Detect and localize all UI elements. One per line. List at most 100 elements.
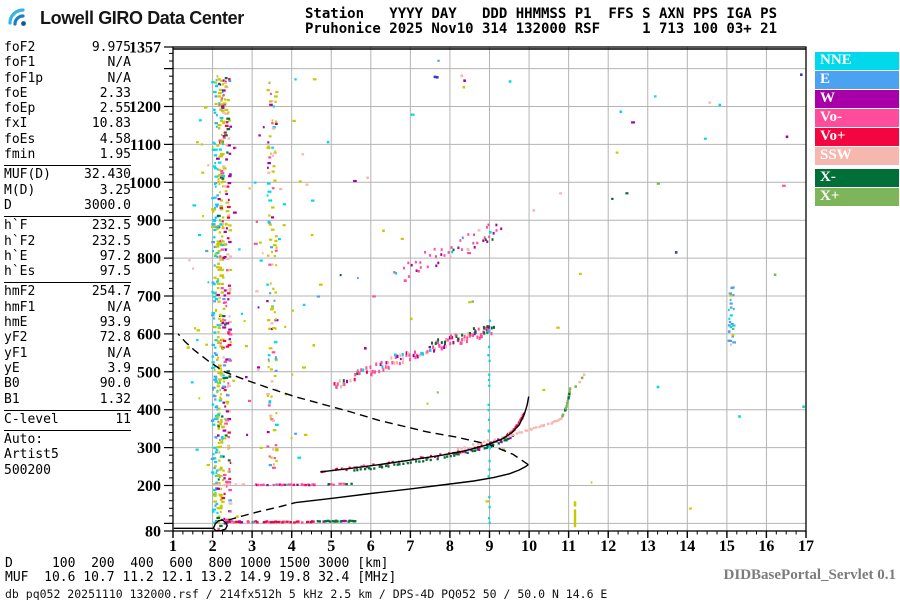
svg-text:12: 12 (600, 538, 616, 555)
param-value: 97.5 (99, 264, 131, 280)
legend-item-x: X+ (815, 188, 899, 206)
svg-text:16: 16 (758, 538, 774, 555)
svg-text:8: 8 (446, 538, 454, 555)
param-group: Auto: Artist5 500200 (4, 430, 131, 481)
param-row: yE 3.9 (4, 361, 131, 376)
param-row: yF2 72.8 (4, 330, 131, 345)
param-row: h`F 232.5 (4, 218, 131, 233)
param-value: 93.9 (99, 315, 131, 331)
svg-text:1357: 1357 (129, 40, 161, 57)
param-label: yE (4, 360, 20, 376)
svg-text:9: 9 (486, 538, 494, 555)
param-row: foE 2.33 (4, 86, 131, 101)
param-label: Auto: (4, 432, 44, 448)
param-row: fmin 1.95 (4, 147, 131, 162)
param-row: MUF(D) 32.430 (4, 167, 131, 182)
legend-item-e: E (815, 71, 899, 89)
file-info-line: db pq052 20251110 132000.rsf / 214fx512h… (5, 587, 608, 600)
param-value: 4.58 (99, 131, 131, 147)
legend-item-ssw: SSW (815, 147, 899, 165)
param-value: 232.5 (91, 218, 131, 234)
param-row: hmF2 254.7 (4, 284, 131, 299)
legend-label: X+ (820, 188, 840, 204)
param-label: hmF1 (4, 299, 36, 315)
param-row: hmE 93.9 (4, 315, 131, 330)
svg-text:800: 800 (137, 251, 161, 268)
param-row: D 3000.0 (4, 198, 131, 213)
legend-label: NNE (820, 52, 852, 68)
svg-text:13: 13 (640, 538, 656, 555)
param-row: Artist5 (4, 447, 131, 462)
legend-label: Vo+ (820, 128, 846, 144)
param-row: fxI 10.83 (4, 116, 131, 131)
param-label: fmin (4, 147, 36, 163)
legend-item-vo: Vo- (815, 109, 899, 127)
param-value: 11 (115, 411, 131, 427)
distance-row: D 100 200 400 600 800 1000 1500 3000 [km… (5, 556, 389, 571)
param-value: 254.7 (91, 284, 131, 300)
legend-label: E (820, 71, 831, 87)
servlet-version-label: DIDBasePortal_Servlet 0.1 (723, 567, 896, 583)
param-row: foF2 9.975 (4, 40, 131, 55)
param-label: foEp (4, 101, 36, 117)
characteristics-panel: foF2 9.975 foF1 N/A foF1p N/A foE 2.33 foEp 2.55 f… (4, 39, 131, 481)
param-value: 1.95 (99, 147, 131, 163)
legend-label: Vo- (820, 109, 842, 125)
svg-text:1100: 1100 (130, 137, 161, 154)
svg-text:3: 3 (248, 538, 256, 555)
param-label: h`F (4, 218, 28, 234)
param-label: M(D) (4, 182, 36, 198)
legend-label: X- (820, 169, 836, 185)
param-label: h`Es (4, 264, 36, 280)
giro-logo: Lowell GIRO Data Center (8, 6, 244, 30)
param-value: N/A (107, 55, 131, 71)
param-label: 500200 (4, 462, 51, 478)
param-value: 232.5 (91, 233, 131, 249)
param-value: 3.25 (99, 182, 131, 198)
svg-text:2: 2 (209, 538, 217, 555)
param-label: B0 (4, 376, 20, 392)
param-value: 90.0 (99, 376, 131, 392)
station-header-line2: Pruhonice 2025 Nov10 314 132000 RSF 1 71… (305, 21, 778, 37)
param-label: fxI (4, 116, 28, 132)
param-label: yF1 (4, 345, 28, 361)
param-value: 10.83 (91, 116, 131, 132)
svg-text:6: 6 (367, 538, 375, 555)
param-value: 3.9 (107, 360, 131, 376)
svg-text:4: 4 (288, 538, 296, 555)
param-value: 72.8 (99, 330, 131, 346)
svg-text:300: 300 (137, 440, 161, 457)
param-row: B1 1.32 (4, 392, 131, 407)
param-row: C-level 11 (4, 412, 131, 427)
param-label: B1 (4, 391, 20, 407)
param-row: foF1 N/A (4, 55, 131, 70)
svg-text:900: 900 (137, 213, 161, 230)
svg-text:700: 700 (137, 289, 161, 306)
param-value: N/A (107, 299, 131, 315)
param-label: foEs (4, 131, 36, 147)
svg-text:17: 17 (798, 538, 814, 555)
param-value: 2.33 (99, 85, 131, 101)
station-header-line1: Station YYYY DAY DDD HHMMSS P1 FFS S AXN… (305, 6, 778, 22)
svg-text:7: 7 (406, 538, 414, 555)
param-label: foF2 (4, 40, 36, 55)
param-row: h`E 97.2 (4, 249, 131, 264)
direction-legend: NNE E W Vo- Vo+ SSW X- X+ (815, 52, 899, 207)
param-label: foF1 (4, 55, 36, 71)
svg-text:10: 10 (521, 538, 537, 555)
legend-item-x: X- (815, 169, 899, 187)
param-value: 2.55 (99, 101, 131, 117)
param-label: MUF(D) (4, 167, 51, 183)
param-label: h`F2 (4, 233, 36, 249)
param-row: yF1 N/A (4, 346, 131, 361)
param-label: D (4, 197, 12, 213)
svg-text:400: 400 (137, 402, 161, 419)
param-value: 97.2 (99, 248, 131, 264)
svg-text:600: 600 (137, 326, 161, 343)
param-row: foEs 4.58 (4, 132, 131, 147)
svg-text:1200: 1200 (129, 99, 161, 116)
svg-text:14: 14 (679, 538, 695, 555)
param-row: B0 90.0 (4, 376, 131, 391)
